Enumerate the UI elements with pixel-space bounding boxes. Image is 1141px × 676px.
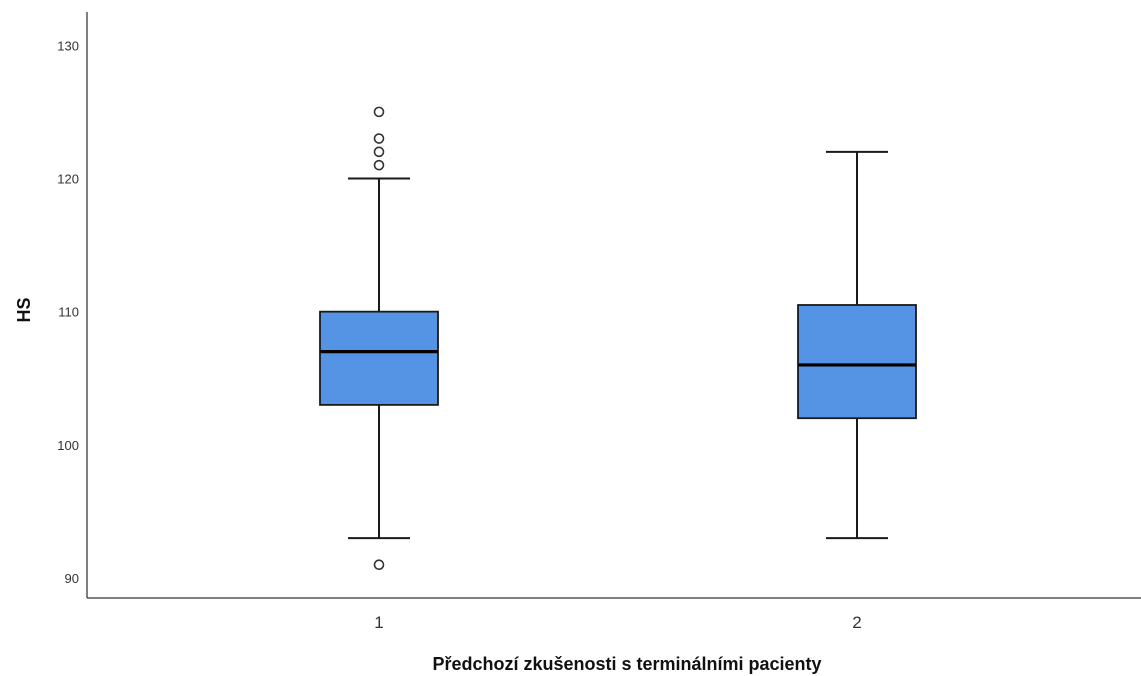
x-tick-label: 1 — [374, 613, 383, 632]
outlier-point — [373, 146, 385, 158]
outlier-point — [373, 106, 385, 118]
y-axis-title: HS — [14, 297, 34, 322]
y-tick-label: 90 — [65, 571, 79, 586]
y-tick-labels: 90 100 110 120 130 — [57, 38, 79, 586]
iqr-box — [319, 310, 439, 406]
y-tick-label: 110 — [58, 305, 79, 320]
axes — [86, 12, 1141, 599]
x-tick-label: 2 — [852, 613, 861, 632]
box-group-1 — [319, 106, 439, 571]
outlier-point — [373, 159, 385, 171]
y-tick-label: 100 — [57, 438, 79, 453]
y-tick-label: 120 — [57, 171, 79, 186]
iqr-box — [797, 304, 917, 420]
outlier-point — [373, 559, 385, 571]
outlier-point — [373, 133, 385, 144]
y-tick-label: 130 — [57, 38, 79, 53]
box-group-2 — [797, 150, 917, 540]
x-axis-title: Předchozí zkušenosti s terminálními paci… — [432, 654, 821, 674]
boxes — [319, 106, 917, 571]
